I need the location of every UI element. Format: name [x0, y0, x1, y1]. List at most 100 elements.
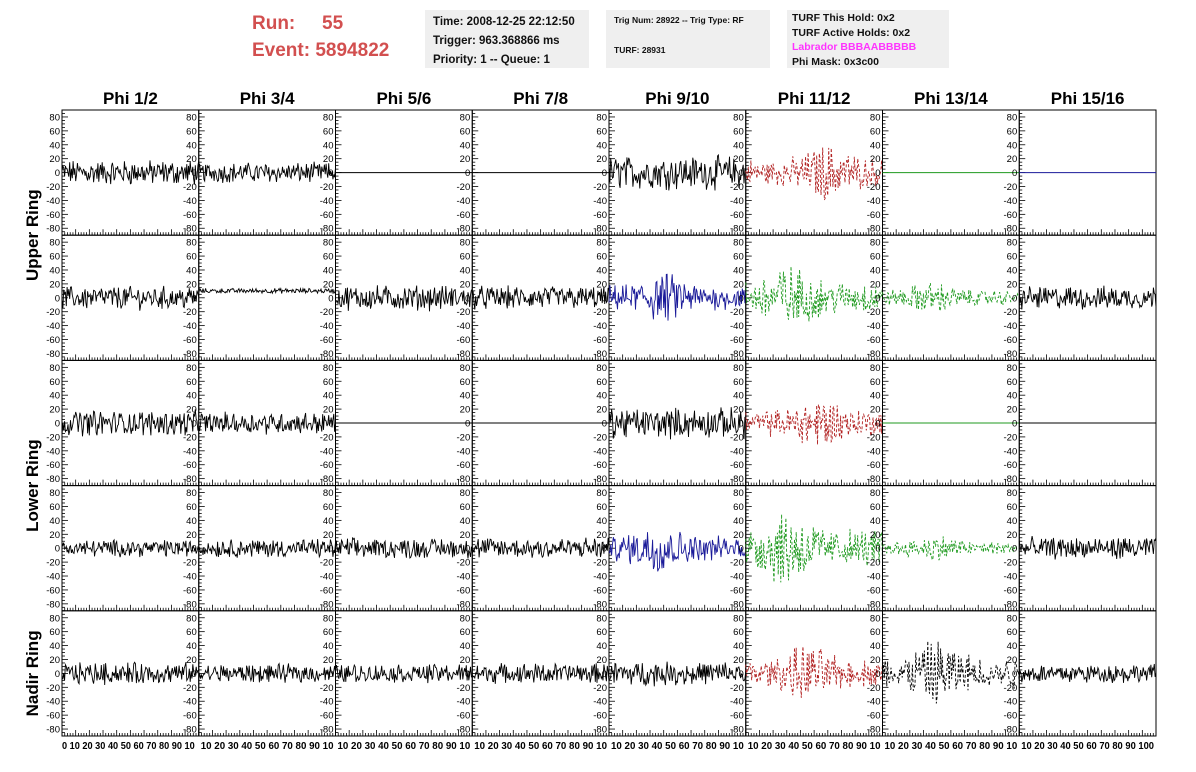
- y-tick-label: 40: [186, 641, 197, 652]
- y-tick-label: 60: [186, 126, 197, 137]
- y-tick-label: -60: [867, 210, 881, 221]
- y-tick-label: 80: [870, 238, 881, 249]
- y-tick-label: 40: [596, 391, 607, 402]
- run-label: Run:: [252, 13, 296, 34]
- y-tick-label: -60: [46, 711, 60, 722]
- y-tick-label: 60: [1007, 126, 1018, 137]
- y-tick-label: 40: [1007, 516, 1018, 527]
- y-tick-label: 60: [1007, 627, 1018, 638]
- y-tick-label: 60: [49, 627, 60, 638]
- y-tick-label: 20: [323, 655, 334, 666]
- y-tick-label: -20: [320, 432, 334, 443]
- y-tick-label: 0: [191, 168, 196, 179]
- y-tick-label: 20: [733, 154, 744, 165]
- y-tick-label: -40: [183, 572, 197, 583]
- y-tick-label: -20: [867, 683, 881, 694]
- y-tick-label: 40: [460, 391, 471, 402]
- y-tick-label: 0: [738, 669, 743, 680]
- y-tick-label: -20: [46, 182, 60, 193]
- y-tick-label: 80: [1007, 238, 1018, 249]
- y-tick-label: 80: [49, 613, 60, 624]
- y-tick-label: 80: [49, 363, 60, 374]
- y-tick-label: 0: [875, 293, 880, 304]
- y-tick-label: -60: [46, 460, 60, 471]
- y-tick-label: -60: [867, 585, 881, 596]
- y-tick-label: 0: [55, 669, 60, 680]
- y-tick-label: -60: [730, 210, 744, 221]
- y-tick-label: 80: [733, 112, 744, 123]
- y-tick-label: -80: [46, 349, 60, 360]
- waveform-trace: [198, 539, 336, 559]
- waveform-trace: [471, 662, 610, 684]
- y-tick-label: -60: [457, 585, 471, 596]
- y-tick-label: 60: [596, 377, 607, 388]
- y-tick-label: 20: [870, 655, 881, 666]
- y-tick-label: 60: [323, 126, 334, 137]
- y-tick-label: 20: [596, 154, 607, 165]
- y-tick-label: 0: [465, 293, 470, 304]
- time-text: Time: 2008-12-25 22:12:50: [433, 16, 575, 28]
- y-tick-label: 60: [460, 502, 471, 513]
- x-tick-labels: 10 20 30 40 50 60 70 80 90 10: [201, 740, 334, 752]
- waveform-trace: [335, 285, 473, 312]
- y-tick-label: -20: [1004, 432, 1018, 443]
- panel-r3-c6: -80 -60 -40 -20 0 20 40 60 80: [867, 485, 1020, 612]
- y-tick-label: -80: [1004, 474, 1018, 485]
- y-tick-label: -60: [867, 460, 881, 471]
- waveform-trace: [61, 285, 200, 311]
- y-tick-label: 80: [323, 238, 334, 249]
- y-tick-label: -80: [867, 349, 881, 360]
- y-tick-label: 0: [875, 669, 880, 680]
- y-tick-label: 60: [49, 377, 60, 388]
- y-tick-label: -80: [730, 474, 744, 485]
- column-title: Phi 9/10: [645, 89, 709, 108]
- y-tick-label: -40: [593, 572, 607, 583]
- waveform-trace: [745, 646, 883, 698]
- y-tick-label: 20: [49, 405, 60, 416]
- y-tick-label: 80: [596, 613, 607, 624]
- y-tick-label: 0: [328, 544, 333, 555]
- y-tick-label: -40: [1004, 446, 1018, 457]
- y-tick-label: 20: [733, 530, 744, 541]
- y-tick-label: -40: [593, 321, 607, 332]
- y-tick-label: 0: [328, 419, 333, 430]
- y-tick-label: 40: [733, 140, 744, 151]
- y-tick-label: 20: [323, 405, 334, 416]
- y-tick-label: -60: [46, 335, 60, 346]
- y-tick-label: 80: [460, 238, 471, 249]
- waveform-trace: [61, 661, 199, 686]
- panel-r0-c5: -80 -60 -40 -20 0 20 40 60 80: [730, 109, 883, 236]
- y-tick-label: 80: [1007, 363, 1018, 374]
- y-tick-label: -60: [320, 335, 334, 346]
- y-tick-label: -80: [730, 725, 744, 736]
- y-tick-label: 20: [1007, 154, 1018, 165]
- panel-r1-c3: -80 -60 -40 -20 0 20 40 60 80: [457, 234, 610, 361]
- y-tick-label: 40: [186, 265, 197, 276]
- x-tick-labels: 10 20 30 40 50 60 70 80 90 10: [338, 740, 471, 752]
- y-tick-label: -40: [46, 321, 60, 332]
- y-tick-label: -40: [183, 697, 197, 708]
- y-tick-label: 40: [870, 641, 881, 652]
- y-tick-label: -60: [867, 335, 881, 346]
- y-tick-label: 20: [733, 405, 744, 416]
- panel-r2-c4: -80 -60 -40 -20 0 20 40 60 80: [593, 359, 747, 487]
- y-tick-label: -20: [183, 558, 197, 569]
- x-tick-labels: 0 10 20 30 40 50 60 70 80 90 10: [62, 740, 195, 752]
- panel-r0-c6: -80 -60 -40 -20 0 20 40 60 80: [867, 109, 1020, 236]
- y-tick-label: 40: [323, 516, 334, 527]
- y-tick-label: -20: [183, 432, 197, 443]
- y-tick-label: 60: [49, 502, 60, 513]
- y-tick-label: -60: [593, 585, 607, 596]
- waveform-trace: [61, 538, 200, 558]
- y-tick-label: -20: [457, 558, 471, 569]
- y-tick-label: -80: [867, 224, 881, 235]
- y-tick-label: -20: [593, 432, 607, 443]
- y-tick-label: -40: [593, 196, 607, 207]
- y-tick-label: 20: [186, 530, 197, 541]
- y-tick-label: -80: [457, 224, 471, 235]
- y-tick-label: 20: [870, 279, 881, 290]
- y-tick-label: 80: [186, 613, 197, 624]
- trig-num-text: Trig Num: 28922 -- Trig Type: RF: [614, 15, 744, 25]
- panel-r3-c0: -80 -60 -40 -20 0 20 40 60 80: [46, 485, 200, 612]
- y-tick-label: -20: [46, 432, 60, 443]
